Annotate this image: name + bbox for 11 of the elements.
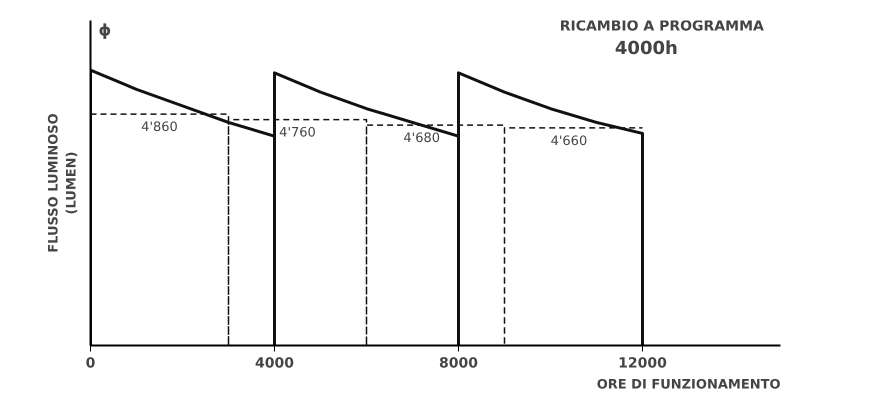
x-tick-label: 0: [86, 356, 96, 372]
x-tick-label: 12000: [618, 356, 668, 372]
text: ϕ: [98, 20, 112, 40]
annotation: 4'660: [550, 134, 588, 149]
annotation: 4'860: [141, 120, 178, 136]
annotation: 4'760: [279, 126, 316, 141]
x-axis-title: ORE DI FUNZIONAMENTO: [596, 378, 781, 392]
annotation: 4'680: [403, 131, 440, 146]
x-tick-label: 4000: [255, 356, 294, 372]
x-tick-label: 8000: [439, 356, 478, 372]
y-axis-title: FLUSSO LUMINOSO (LUMEN): [46, 113, 80, 253]
